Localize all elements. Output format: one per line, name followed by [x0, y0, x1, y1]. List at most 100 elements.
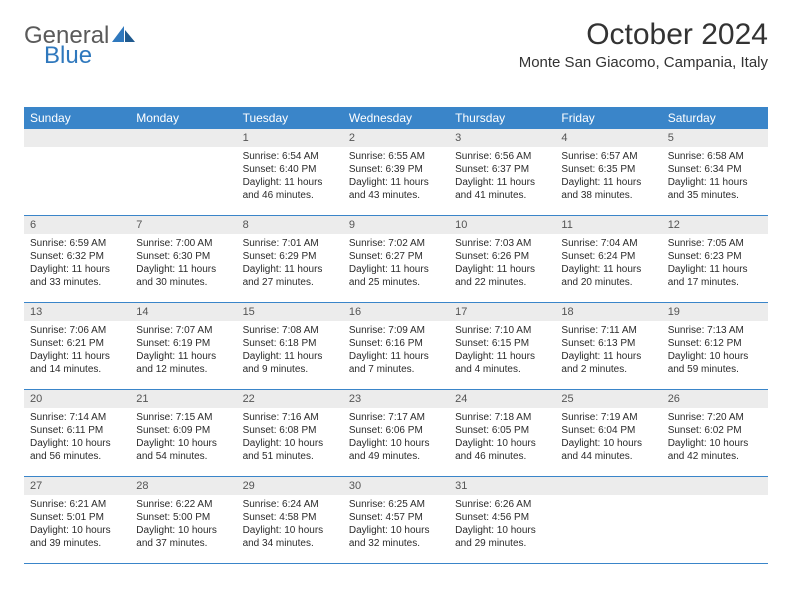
day-line: and 17 minutes.: [668, 276, 762, 289]
day-line: Sunset: 6:39 PM: [349, 163, 443, 176]
day-line: and 33 minutes.: [30, 276, 124, 289]
day-body: Sunrise: 7:01 AMSunset: 6:29 PMDaylight:…: [237, 234, 343, 293]
day-number: 4: [555, 129, 661, 147]
day-line: Sunrise: 6:22 AM: [136, 498, 230, 511]
day-line: and 14 minutes.: [30, 363, 124, 376]
day-body: Sunrise: 7:19 AMSunset: 6:04 PMDaylight:…: [555, 408, 661, 467]
day-number: 24: [449, 390, 555, 408]
day-number: 28: [130, 477, 236, 495]
day-line: Sunrise: 7:03 AM: [455, 237, 549, 250]
day-line: Sunrise: 7:05 AM: [668, 237, 762, 250]
day-number: 31: [449, 477, 555, 495]
day-line: Sunset: 6:02 PM: [668, 424, 762, 437]
day-line: and 37 minutes.: [136, 537, 230, 550]
day-line: and 7 minutes.: [349, 363, 443, 376]
day-line: and 54 minutes.: [136, 450, 230, 463]
day-line: and 20 minutes.: [561, 276, 655, 289]
day-number: 26: [662, 390, 768, 408]
day-body: Sunrise: 7:04 AMSunset: 6:24 PMDaylight:…: [555, 234, 661, 293]
day-number: 5: [662, 129, 768, 147]
day-line: Daylight: 10 hours: [668, 437, 762, 450]
day-cell: 24Sunrise: 7:18 AMSunset: 6:05 PMDayligh…: [449, 390, 555, 476]
day-body: Sunrise: 7:00 AMSunset: 6:30 PMDaylight:…: [130, 234, 236, 293]
day-line: Daylight: 10 hours: [243, 524, 337, 537]
day-body: Sunrise: 6:57 AMSunset: 6:35 PMDaylight:…: [555, 147, 661, 206]
day-body: Sunrise: 7:07 AMSunset: 6:19 PMDaylight:…: [130, 321, 236, 380]
day-line: and 12 minutes.: [136, 363, 230, 376]
day-line: Daylight: 10 hours: [243, 437, 337, 450]
day-body: Sunrise: 6:56 AMSunset: 6:37 PMDaylight:…: [449, 147, 555, 206]
week-row: 20Sunrise: 7:14 AMSunset: 6:11 PMDayligh…: [24, 390, 768, 477]
day-body: Sunrise: 6:25 AMSunset: 4:57 PMDaylight:…: [343, 495, 449, 554]
day-cell: 16Sunrise: 7:09 AMSunset: 6:16 PMDayligh…: [343, 303, 449, 389]
day-line: Sunset: 6:05 PM: [455, 424, 549, 437]
day-cell: 22Sunrise: 7:16 AMSunset: 6:08 PMDayligh…: [237, 390, 343, 476]
day-number: 17: [449, 303, 555, 321]
day-cell: 13Sunrise: 7:06 AMSunset: 6:21 PMDayligh…: [24, 303, 130, 389]
day-cell: 11Sunrise: 7:04 AMSunset: 6:24 PMDayligh…: [555, 216, 661, 302]
day-number: 8: [237, 216, 343, 234]
day-number: 21: [130, 390, 236, 408]
day-cell: 4Sunrise: 6:57 AMSunset: 6:35 PMDaylight…: [555, 129, 661, 215]
day-line: Sunrise: 7:04 AM: [561, 237, 655, 250]
day-line: Sunset: 6:24 PM: [561, 250, 655, 263]
day-line: Sunset: 6:08 PM: [243, 424, 337, 437]
day-cell: 1Sunrise: 6:54 AMSunset: 6:40 PMDaylight…: [237, 129, 343, 215]
day-line: and 41 minutes.: [455, 189, 549, 202]
day-line: Sunset: 6:26 PM: [455, 250, 549, 263]
day-line: Sunset: 6:30 PM: [136, 250, 230, 263]
day-body: Sunrise: 7:14 AMSunset: 6:11 PMDaylight:…: [24, 408, 130, 467]
day-line: and 42 minutes.: [668, 450, 762, 463]
logo-text-blue: Blue: [44, 42, 92, 70]
day-line: and 46 minutes.: [455, 450, 549, 463]
day-line: and 27 minutes.: [243, 276, 337, 289]
day-line: and 34 minutes.: [243, 537, 337, 550]
day-line: Sunrise: 7:07 AM: [136, 324, 230, 337]
day-line: Sunrise: 7:16 AM: [243, 411, 337, 424]
day-line: and 4 minutes.: [455, 363, 549, 376]
day-line: Sunset: 6:12 PM: [668, 337, 762, 350]
day-body: Sunrise: 7:17 AMSunset: 6:06 PMDaylight:…: [343, 408, 449, 467]
day-body: Sunrise: 7:13 AMSunset: 6:12 PMDaylight:…: [662, 321, 768, 380]
day-line: Daylight: 10 hours: [349, 524, 443, 537]
day-line: Sunset: 6:19 PM: [136, 337, 230, 350]
day-line: Daylight: 10 hours: [30, 524, 124, 537]
day-number: 9: [343, 216, 449, 234]
day-cell: 12Sunrise: 7:05 AMSunset: 6:23 PMDayligh…: [662, 216, 768, 302]
day-line: and 35 minutes.: [668, 189, 762, 202]
day-body: Sunrise: 6:26 AMSunset: 4:56 PMDaylight:…: [449, 495, 555, 554]
day-line: and 51 minutes.: [243, 450, 337, 463]
day-line: Sunset: 6:13 PM: [561, 337, 655, 350]
day-line: Daylight: 10 hours: [455, 524, 549, 537]
day-cell: 25Sunrise: 7:19 AMSunset: 6:04 PMDayligh…: [555, 390, 661, 476]
day-body: Sunrise: 7:08 AMSunset: 6:18 PMDaylight:…: [237, 321, 343, 380]
day-number: 10: [449, 216, 555, 234]
day-cell: 15Sunrise: 7:08 AMSunset: 6:18 PMDayligh…: [237, 303, 343, 389]
day-cell: 5Sunrise: 6:58 AMSunset: 6:34 PMDaylight…: [662, 129, 768, 215]
day-line: Sunrise: 6:26 AM: [455, 498, 549, 511]
weekday-monday: Monday: [130, 107, 236, 129]
day-line: Daylight: 11 hours: [136, 263, 230, 276]
day-line: and 43 minutes.: [349, 189, 443, 202]
day-line: Daylight: 11 hours: [668, 176, 762, 189]
day-line: Sunrise: 7:13 AM: [668, 324, 762, 337]
day-line: Sunset: 6:06 PM: [349, 424, 443, 437]
day-line: Daylight: 10 hours: [455, 437, 549, 450]
day-line: Daylight: 10 hours: [349, 437, 443, 450]
day-body: Sunrise: 7:11 AMSunset: 6:13 PMDaylight:…: [555, 321, 661, 380]
weekday-row: SundayMondayTuesdayWednesdayThursdayFrid…: [24, 107, 768, 129]
day-number: 2: [343, 129, 449, 147]
day-line: Daylight: 11 hours: [243, 350, 337, 363]
day-line: and 9 minutes.: [243, 363, 337, 376]
day-line: and 32 minutes.: [349, 537, 443, 550]
day-line: and 22 minutes.: [455, 276, 549, 289]
day-cell: 28Sunrise: 6:22 AMSunset: 5:00 PMDayligh…: [130, 477, 236, 563]
day-number: 19: [662, 303, 768, 321]
day-body: [130, 147, 236, 154]
day-line: Sunset: 4:57 PM: [349, 511, 443, 524]
logo-sail-icon: [111, 25, 137, 45]
day-line: Sunset: 6:35 PM: [561, 163, 655, 176]
day-line: Daylight: 11 hours: [455, 176, 549, 189]
day-number: 3: [449, 129, 555, 147]
day-body: Sunrise: 7:09 AMSunset: 6:16 PMDaylight:…: [343, 321, 449, 380]
